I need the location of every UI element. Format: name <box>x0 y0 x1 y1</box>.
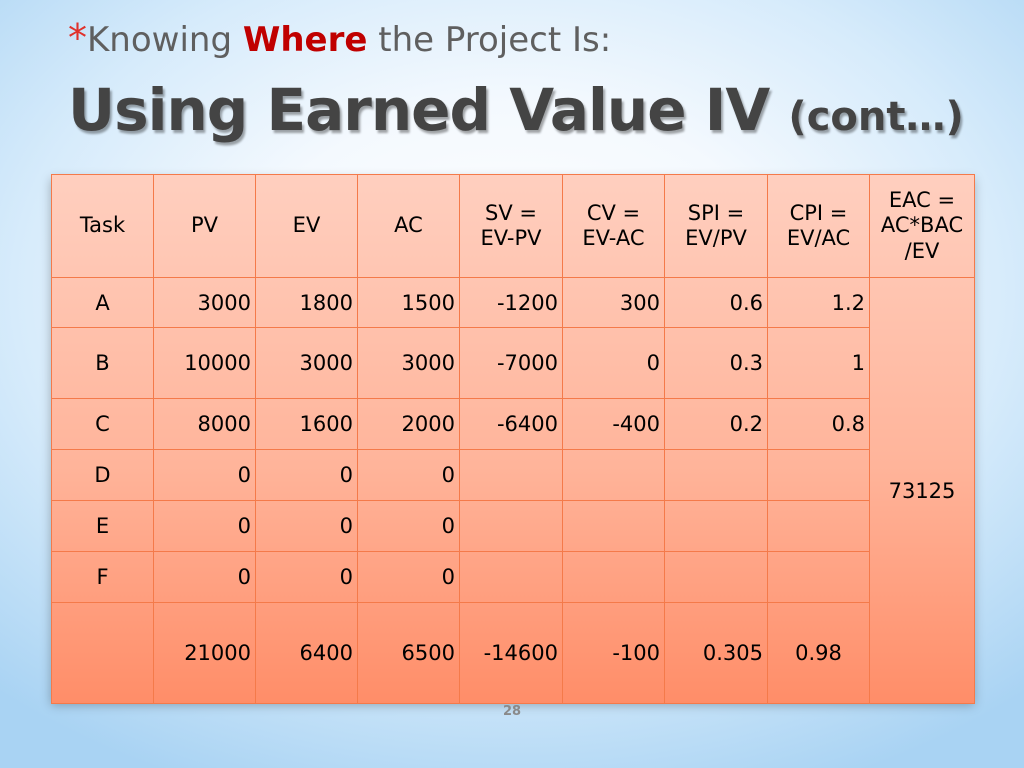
title-line2-sub: (cont…) <box>788 94 964 140</box>
cell-sv-total: -14600 <box>459 602 563 704</box>
title-bullet: * <box>68 16 87 60</box>
cell-task: B <box>51 327 154 399</box>
table-header-row: Task PV EV AC SV = EV-PV CV = EV-AC SPI … <box>51 174 975 278</box>
cell-pv-total: 21000 <box>153 602 256 704</box>
header-sv: SV = EV-PV <box>459 174 563 278</box>
header-cv: CV = EV-AC <box>562 174 665 278</box>
cell-ac: 3000 <box>357 327 460 399</box>
table-row: F 0 0 0 <box>51 551 975 603</box>
cell-pv: 3000 <box>153 277 256 328</box>
cell-spi <box>664 551 768 603</box>
header-ac: AC <box>357 174 460 278</box>
cell-task: C <box>51 398 154 450</box>
title-line2-main: Using Earned Value IV <box>68 76 789 144</box>
cell-ac: 2000 <box>357 398 460 450</box>
cell-ac: 0 <box>357 500 460 552</box>
cell-task: F <box>51 551 154 603</box>
cell-sv: -6400 <box>459 398 563 450</box>
cell-ev: 1600 <box>255 398 358 450</box>
cell-ac: 0 <box>357 551 460 603</box>
cell-sv <box>459 551 563 603</box>
cell-spi: 0.3 <box>664 327 768 399</box>
cell-ev: 0 <box>255 449 358 501</box>
title-line1-post: the Project Is: <box>367 20 612 60</box>
table-row: C 8000 1600 2000 -6400 -400 0.2 0.8 <box>51 398 975 450</box>
cell-ev: 0 <box>255 500 358 552</box>
cell-cpi: 1.2 <box>767 277 870 328</box>
title-highlight-word: Where <box>242 20 368 60</box>
cell-ev-total: 6400 <box>255 602 358 704</box>
cell-cpi: 0.8 <box>767 398 870 450</box>
cell-pv: 8000 <box>153 398 256 450</box>
cell-spi <box>664 500 768 552</box>
cell-pv: 10000 <box>153 327 256 399</box>
cell-ev: 1800 <box>255 277 358 328</box>
header-cpi: CPI = EV/AC <box>767 174 870 278</box>
cell-task: E <box>51 500 154 552</box>
slide-title-line1: *Knowing Where the Project Is: <box>68 16 611 60</box>
earned-value-table: Task PV EV AC SV = EV-PV CV = EV-AC SPI … <box>51 174 975 704</box>
table-row: E 0 0 0 <box>51 500 975 552</box>
cell-sv: -1200 <box>459 277 563 328</box>
cell-pv: 0 <box>153 449 256 501</box>
page-number: 28 <box>502 704 522 719</box>
cell-cpi <box>767 551 870 603</box>
header-pv: PV <box>153 174 256 278</box>
cell-cv <box>562 500 665 552</box>
table-row: B 10000 3000 3000 -7000 0 0.3 1 <box>51 327 975 399</box>
cell-task: D <box>51 449 154 501</box>
cell-pv: 0 <box>153 500 256 552</box>
cell-ac-total: 6500 <box>357 602 460 704</box>
earned-value-table-container: Task PV EV AC SV = EV-PV CV = EV-AC SPI … <box>51 174 975 704</box>
cell-cv-total: -100 <box>562 602 665 704</box>
header-ev: EV <box>255 174 358 278</box>
cell-ev: 3000 <box>255 327 358 399</box>
cell-task: A <box>51 277 154 328</box>
header-spi: SPI = EV/PV <box>664 174 768 278</box>
cell-cpi-total: 0.98 <box>767 602 870 704</box>
cell-pv: 0 <box>153 551 256 603</box>
table-row-total: 21000 6400 6500 -14600 -100 0.305 0.98 <box>51 602 975 704</box>
slide-title-line2: Using Earned Value IV (cont…) <box>68 76 964 144</box>
cell-spi-total: 0.305 <box>664 602 768 704</box>
header-eac: EAC = AC*BAC /EV <box>869 174 975 278</box>
cell-sv <box>459 500 563 552</box>
cell-cv: 300 <box>562 277 665 328</box>
table-row: D 0 0 0 <box>51 449 975 501</box>
cell-cpi <box>767 449 870 501</box>
cell-cv <box>562 551 665 603</box>
cell-ac: 1500 <box>357 277 460 328</box>
cell-sv: -7000 <box>459 327 563 399</box>
cell-eac-total: 73125 <box>869 277 975 704</box>
cell-task <box>51 602 154 704</box>
cell-sv <box>459 449 563 501</box>
cell-cv: -400 <box>562 398 665 450</box>
title-line1-pre: Knowing <box>87 20 243 60</box>
cell-cpi: 1 <box>767 327 870 399</box>
cell-spi: 0.2 <box>664 398 768 450</box>
table-row: A 3000 1800 1500 -1200 300 0.6 1.2 73125 <box>51 277 975 704</box>
cell-spi: 0.6 <box>664 277 768 328</box>
cell-ac: 0 <box>357 449 460 501</box>
cell-cv <box>562 449 665 501</box>
cell-cpi <box>767 500 870 552</box>
cell-spi <box>664 449 768 501</box>
cell-ev: 0 <box>255 551 358 603</box>
header-task: Task <box>51 174 154 278</box>
cell-cv: 0 <box>562 327 665 399</box>
